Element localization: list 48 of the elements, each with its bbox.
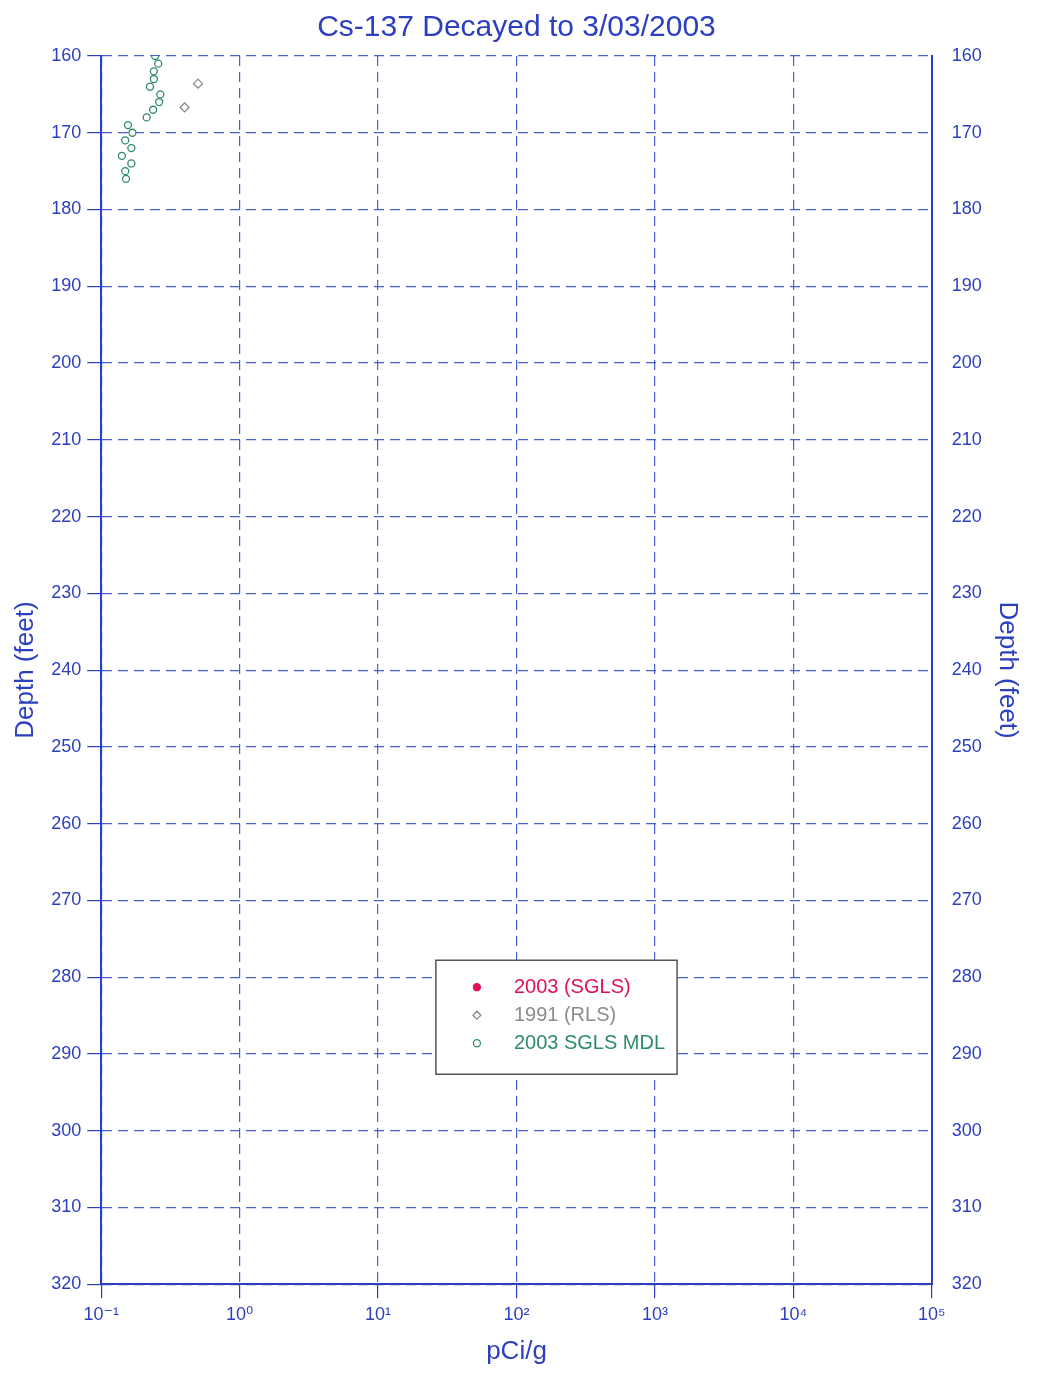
y-tick-label: 170 <box>51 121 82 142</box>
x-tick-label: 10¹ <box>365 1303 392 1324</box>
y-tick-label: 280 <box>51 966 82 987</box>
y2-axis-title: Depth (feet) <box>994 601 1025 739</box>
x-tick-label: 10² <box>503 1303 530 1324</box>
legend-label: 1991 (RLS) <box>513 1002 617 1025</box>
y2-tick-label: 280 <box>951 966 982 987</box>
legend-label: 2003 (SGLS) <box>513 974 631 997</box>
y-tick-label: 320 <box>51 1273 82 1294</box>
y2-tick-label: 170 <box>951 121 982 142</box>
y-tick-label: 300 <box>51 1119 82 1140</box>
y2-tick-label: 210 <box>951 428 982 449</box>
y2-tick-label: 180 <box>951 198 982 219</box>
x-tick-label: 10⁴ <box>779 1303 808 1324</box>
y2-tick-label: 290 <box>951 1042 982 1063</box>
x-tick-label: 10⁵ <box>918 1303 946 1324</box>
y-tick-label: 230 <box>51 582 82 603</box>
y2-tick-label: 320 <box>951 1273 982 1294</box>
y-tick-label: 260 <box>51 812 82 833</box>
x-tick-label: 10³ <box>641 1303 668 1324</box>
y-tick-label: 270 <box>51 889 82 910</box>
y2-tick-label: 250 <box>951 735 982 756</box>
x-tick-label: 10⁻¹ <box>83 1303 119 1324</box>
y2-tick-label: 300 <box>951 1119 982 1140</box>
y2-tick-label: 200 <box>951 352 982 373</box>
y2-tick-label: 310 <box>951 1196 982 1217</box>
y-tick-label: 310 <box>51 1196 82 1217</box>
y-tick-label: 160 <box>51 44 82 65</box>
y-tick-label: 210 <box>51 428 82 449</box>
chart-title: Cs-137 Decayed to 3/03/2003 <box>317 9 716 43</box>
y2-tick-label: 220 <box>951 505 982 526</box>
y2-tick-label: 260 <box>951 812 982 833</box>
y-tick-label: 190 <box>51 275 82 296</box>
y-axis-title: Depth (feet) <box>8 601 39 739</box>
x-axis-title: pCi/g <box>486 1334 547 1365</box>
y-tick-label: 250 <box>51 735 82 756</box>
x-tick-label: 10⁰ <box>226 1303 254 1324</box>
y2-tick-label: 240 <box>951 659 982 680</box>
y-tick-label: 240 <box>51 659 82 680</box>
y2-tick-label: 190 <box>951 275 982 296</box>
y-tick-label: 180 <box>51 198 82 219</box>
y-tick-label: 220 <box>51 505 82 526</box>
y-tick-label: 200 <box>51 352 82 373</box>
y-tick-label: 290 <box>51 1042 82 1063</box>
legend-label: 2003 SGLS MDL <box>513 1030 666 1053</box>
y2-tick-label: 160 <box>951 44 982 65</box>
y2-tick-label: 230 <box>951 582 982 603</box>
y2-tick-label: 270 <box>951 889 982 910</box>
